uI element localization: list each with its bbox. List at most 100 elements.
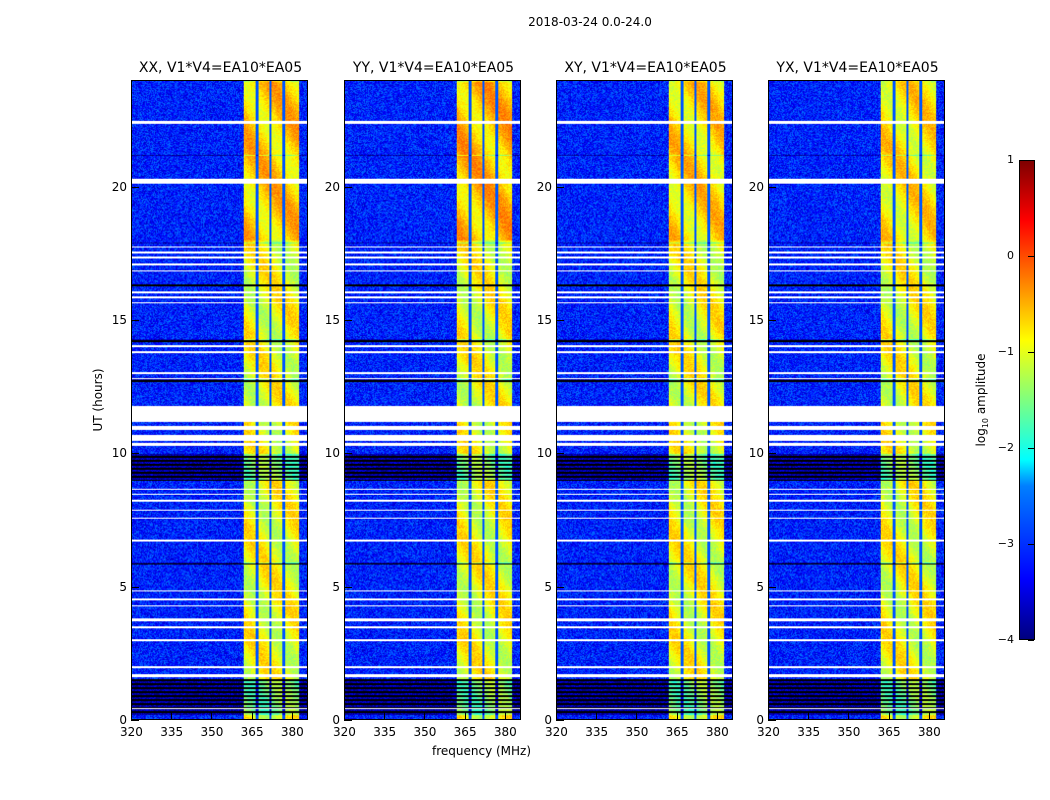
x-tick-label: 365 xyxy=(240,725,264,739)
y-tick-mark xyxy=(131,720,139,721)
y-tick-label: 15 xyxy=(536,313,552,327)
x-tick-mark xyxy=(768,712,769,720)
spectrogram-panel: XY, V1*V4=EA10*EA05 xyxy=(556,60,733,720)
spectrogram-image xyxy=(769,81,944,719)
y-axis-label: UT (hours) xyxy=(91,368,105,432)
y-tick-label: 10 xyxy=(748,446,764,461)
y-tick-mark xyxy=(344,186,352,188)
y-tick-label: 5 xyxy=(756,579,764,594)
x-tick-label: 320 xyxy=(333,725,356,739)
colorbar-tick-mark xyxy=(1028,640,1034,641)
colorbar-tick-mark xyxy=(1028,160,1034,161)
colorbar-tick-label: −3 xyxy=(997,537,1014,550)
y-tick-mark xyxy=(344,453,352,455)
y-tick-label: 20 xyxy=(324,179,340,194)
x-tick-label: 365 xyxy=(877,725,901,739)
x-tick-label: 365 xyxy=(665,725,689,739)
y-tick-mark xyxy=(768,186,776,188)
x-tick-label: 350 xyxy=(413,725,437,739)
panel-title: YY, V1*V4=EA10*EA05 xyxy=(352,60,515,76)
x-tick-label: 335 xyxy=(585,725,609,739)
spectrogram-image xyxy=(132,81,307,719)
y-tick-mark xyxy=(556,186,564,188)
y-tick-mark xyxy=(344,720,352,721)
panel-title: YX, V1*V4=EA10*EA05 xyxy=(776,60,939,76)
panel-title: XX, V1*V4=EA10*EA05 xyxy=(138,60,303,76)
y-tick-label: 20 xyxy=(536,179,552,194)
x-tick-label: 380 xyxy=(705,725,729,739)
y-tick-mark xyxy=(768,720,776,721)
y-tick-label: 10 xyxy=(324,446,340,461)
y-tick-label: 20 xyxy=(748,179,764,194)
x-tick-mark xyxy=(504,712,506,720)
y-tick-mark xyxy=(131,453,139,455)
y-tick-mark xyxy=(131,186,139,188)
x-tick-mark xyxy=(848,712,850,720)
x-tick-label: 350 xyxy=(200,725,224,739)
x-tick-mark xyxy=(596,712,598,720)
colorbar-tick-label: 0 xyxy=(1007,249,1014,262)
x-tick-mark xyxy=(928,712,930,720)
spectrogram-panel: YY, V1*V4=EA10*EA05 xyxy=(344,60,521,720)
colorbar-tick-mark xyxy=(1028,544,1034,545)
colorbar-tick-label: −2 xyxy=(997,441,1014,454)
spectrogram-panel: XX, V1*V4=EA10*EA05 xyxy=(131,60,308,720)
x-tick-label: 380 xyxy=(917,725,941,739)
y-tick-mark xyxy=(768,586,776,588)
y-tick-mark xyxy=(768,320,776,321)
colorbar-tick-mark xyxy=(1028,448,1034,449)
y-tick-mark xyxy=(556,453,564,455)
y-tick-label: 0 xyxy=(332,713,340,727)
y-tick-mark xyxy=(344,320,352,321)
x-tick-mark xyxy=(291,712,293,720)
x-tick-mark xyxy=(424,712,426,720)
x-tick-label: 320 xyxy=(545,725,568,739)
y-tick-label: 0 xyxy=(756,713,764,727)
x-tick-label: 380 xyxy=(280,725,304,739)
x-tick-label: 350 xyxy=(625,725,649,739)
x-tick-mark xyxy=(716,712,718,720)
x-tick-mark xyxy=(344,712,345,720)
x-tick-mark xyxy=(636,712,638,720)
colorbar xyxy=(1019,160,1035,640)
y-tick-mark xyxy=(131,586,139,588)
y-tick-label: 20 xyxy=(111,179,127,194)
y-tick-mark xyxy=(131,320,139,321)
colorbar-tick-mark xyxy=(1028,256,1034,257)
x-tick-mark xyxy=(251,712,253,720)
y-tick-mark xyxy=(556,586,564,588)
x-tick-mark xyxy=(888,712,890,720)
colorbar-label: log10 amplitude xyxy=(973,353,991,447)
colorbar-tick-mark xyxy=(1028,352,1034,353)
y-tick-mark xyxy=(768,453,776,455)
x-tick-mark xyxy=(676,712,678,720)
y-tick-mark xyxy=(344,586,352,588)
spectrogram-panel: YX, V1*V4=EA10*EA05 xyxy=(768,60,945,720)
x-tick-mark xyxy=(384,712,386,720)
x-tick-mark xyxy=(131,712,132,720)
x-tick-label: 350 xyxy=(837,725,861,739)
x-tick-mark xyxy=(171,712,173,720)
y-tick-label: 0 xyxy=(544,713,552,727)
y-tick-label: 0 xyxy=(119,713,127,727)
x-tick-label: 335 xyxy=(373,725,397,739)
x-tick-label: 380 xyxy=(493,725,517,739)
x-tick-mark xyxy=(464,712,466,720)
y-tick-mark xyxy=(556,320,564,321)
x-tick-mark xyxy=(556,712,557,720)
y-tick-label: 15 xyxy=(324,313,340,327)
spectrogram-image xyxy=(557,81,732,719)
x-tick-mark xyxy=(808,712,810,720)
figure-title: 2018-03-24 0.0-24.0 xyxy=(528,15,652,29)
y-tick-label: 5 xyxy=(544,579,552,594)
y-tick-label: 10 xyxy=(111,446,127,461)
y-tick-label: 5 xyxy=(119,579,127,594)
y-tick-mark xyxy=(556,720,564,721)
x-tick-label: 335 xyxy=(797,725,821,739)
y-tick-label: 15 xyxy=(111,313,127,327)
x-axis-label: frequency (MHz) xyxy=(432,744,532,758)
x-tick-label: 320 xyxy=(757,725,780,739)
colorbar-tick-label: 1 xyxy=(1007,153,1014,166)
x-tick-mark xyxy=(211,712,213,720)
panel-title: XY, V1*V4=EA10*EA05 xyxy=(564,60,727,76)
